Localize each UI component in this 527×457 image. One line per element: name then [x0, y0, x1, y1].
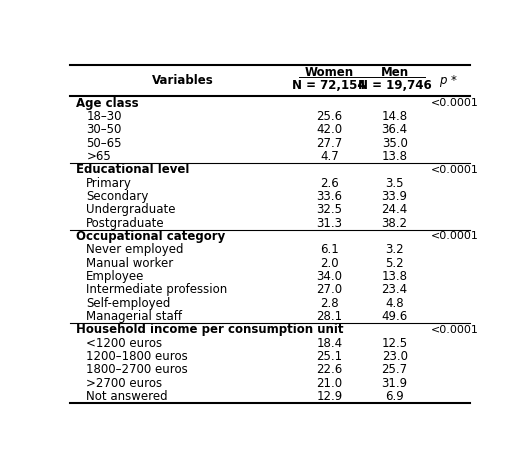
- Text: 12.5: 12.5: [382, 337, 408, 350]
- Text: Primary: Primary: [86, 176, 132, 190]
- Text: 2.8: 2.8: [320, 297, 339, 310]
- Text: 6.9: 6.9: [385, 390, 404, 403]
- Text: 25.7: 25.7: [382, 363, 408, 377]
- Text: 13.8: 13.8: [382, 270, 408, 283]
- Text: 38.2: 38.2: [382, 217, 408, 229]
- Text: 31.3: 31.3: [316, 217, 343, 229]
- Text: 23.0: 23.0: [382, 350, 408, 363]
- Text: 33.6: 33.6: [316, 190, 343, 203]
- Text: Never employed: Never employed: [86, 243, 184, 256]
- Text: 12.9: 12.9: [316, 390, 343, 403]
- Text: >65: >65: [86, 150, 111, 163]
- Text: Managerial staff: Managerial staff: [86, 310, 182, 323]
- Text: 6.1: 6.1: [320, 243, 339, 256]
- Text: 4.7: 4.7: [320, 150, 339, 163]
- Text: 34.0: 34.0: [316, 270, 343, 283]
- Text: 42.0: 42.0: [316, 123, 343, 136]
- Text: N = 19,746: N = 19,746: [358, 80, 432, 92]
- Text: 25.1: 25.1: [316, 350, 343, 363]
- Text: 27.0: 27.0: [316, 283, 343, 296]
- Text: >2700 euros: >2700 euros: [86, 377, 162, 390]
- Text: 35.0: 35.0: [382, 137, 407, 149]
- Text: Women: Women: [305, 66, 354, 79]
- Text: <0.0001: <0.0001: [431, 325, 479, 335]
- Text: 27.7: 27.7: [316, 137, 343, 149]
- Text: <1200 euros: <1200 euros: [86, 337, 162, 350]
- Text: 1800–2700 euros: 1800–2700 euros: [86, 363, 188, 377]
- Text: 23.4: 23.4: [382, 283, 408, 296]
- Text: 49.6: 49.6: [382, 310, 408, 323]
- Text: Self-employed: Self-employed: [86, 297, 171, 310]
- Text: 13.8: 13.8: [382, 150, 408, 163]
- Text: 14.8: 14.8: [382, 110, 408, 123]
- Text: 18–30: 18–30: [86, 110, 122, 123]
- Text: <0.0001: <0.0001: [431, 98, 479, 108]
- Text: 21.0: 21.0: [316, 377, 343, 390]
- Text: 33.9: 33.9: [382, 190, 408, 203]
- Text: 25.6: 25.6: [316, 110, 343, 123]
- Text: 3.2: 3.2: [385, 243, 404, 256]
- Text: 22.6: 22.6: [316, 363, 343, 377]
- Text: 31.9: 31.9: [382, 377, 408, 390]
- Text: Postgraduate: Postgraduate: [86, 217, 165, 229]
- Text: 1200–1800 euros: 1200–1800 euros: [86, 350, 188, 363]
- Text: Variables: Variables: [152, 74, 214, 87]
- Text: N = 72,154: N = 72,154: [292, 80, 366, 92]
- Text: Age class: Age class: [76, 96, 139, 110]
- Text: 28.1: 28.1: [316, 310, 343, 323]
- Text: Manual worker: Manual worker: [86, 257, 173, 270]
- Text: 5.2: 5.2: [385, 257, 404, 270]
- Text: 50–65: 50–65: [86, 137, 122, 149]
- Text: $\it{p}$ *: $\it{p}$ *: [440, 73, 458, 89]
- Text: 18.4: 18.4: [316, 337, 343, 350]
- Text: Occupational category: Occupational category: [76, 230, 226, 243]
- Text: 2.0: 2.0: [320, 257, 339, 270]
- Text: Employee: Employee: [86, 270, 145, 283]
- Text: Men: Men: [380, 66, 409, 79]
- Text: 32.5: 32.5: [316, 203, 343, 216]
- Text: 3.5: 3.5: [385, 176, 404, 190]
- Text: 2.6: 2.6: [320, 176, 339, 190]
- Text: Not answered: Not answered: [86, 390, 168, 403]
- Text: Household income per consumption unit: Household income per consumption unit: [76, 324, 344, 336]
- Text: 4.8: 4.8: [385, 297, 404, 310]
- Text: Undergraduate: Undergraduate: [86, 203, 176, 216]
- Text: 24.4: 24.4: [382, 203, 408, 216]
- Text: 36.4: 36.4: [382, 123, 408, 136]
- Text: <0.0001: <0.0001: [431, 231, 479, 241]
- Text: 30–50: 30–50: [86, 123, 122, 136]
- Text: Intermediate profession: Intermediate profession: [86, 283, 228, 296]
- Text: Educational level: Educational level: [76, 163, 190, 176]
- Text: Secondary: Secondary: [86, 190, 149, 203]
- Text: <0.0001: <0.0001: [431, 165, 479, 175]
